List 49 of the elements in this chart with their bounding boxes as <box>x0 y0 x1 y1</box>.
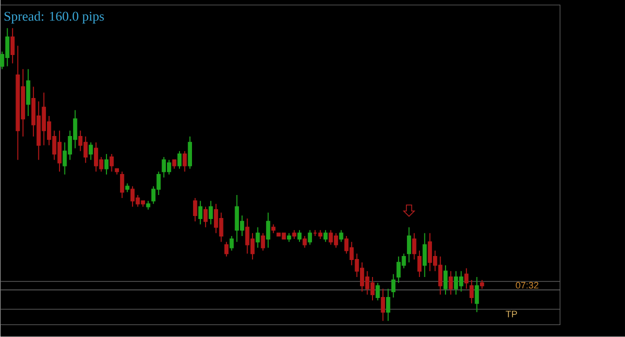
candlestick <box>224 241 229 258</box>
candlestick <box>443 264 448 296</box>
candlestick <box>114 168 119 176</box>
candlestick <box>406 226 412 263</box>
candlestick <box>10 28 15 64</box>
candlestick <box>256 226 260 248</box>
candlestick <box>146 200 150 210</box>
candlestick <box>198 200 202 225</box>
candlestick <box>464 268 468 290</box>
text: 07:32 <box>516 282 538 289</box>
candlestick <box>125 182 130 193</box>
candlestick <box>386 288 390 322</box>
candlestick <box>339 230 344 242</box>
candlestick <box>474 276 479 313</box>
candlestick <box>204 206 208 228</box>
candlestick <box>188 136 192 170</box>
candlestick <box>313 230 318 237</box>
candlestick <box>417 250 422 278</box>
candlestick <box>110 154 114 172</box>
candlestick <box>177 150 182 170</box>
candlestick <box>182 150 187 172</box>
candlestick <box>448 270 453 296</box>
candlestick <box>302 236 307 248</box>
candlestick <box>376 282 380 302</box>
chart-title: Spread: 160.0 pips <box>4 11 104 24</box>
candlestick <box>120 171 124 199</box>
candlestick <box>292 230 296 240</box>
candlestick <box>88 142 93 161</box>
candlestick <box>172 160 176 170</box>
candlestick <box>230 236 234 252</box>
candlestick <box>271 224 276 234</box>
candlestick <box>380 288 386 322</box>
candlestick <box>208 200 213 225</box>
candlestick <box>391 274 396 298</box>
candlestick <box>297 230 302 242</box>
candlestick <box>260 232 266 252</box>
candlestick <box>193 198 198 222</box>
candlestick <box>104 154 109 176</box>
candlestick <box>323 230 328 242</box>
candlestick <box>422 232 427 278</box>
candlestick <box>412 232 416 260</box>
candlestick <box>266 212 270 248</box>
candlestick <box>470 280 474 304</box>
candlestick <box>480 280 484 290</box>
candlestick <box>26 68 30 117</box>
ref-line-label: TP <box>506 310 517 318</box>
candlestick <box>308 230 312 246</box>
candlestick <box>286 232 292 242</box>
candlestick <box>318 230 322 240</box>
